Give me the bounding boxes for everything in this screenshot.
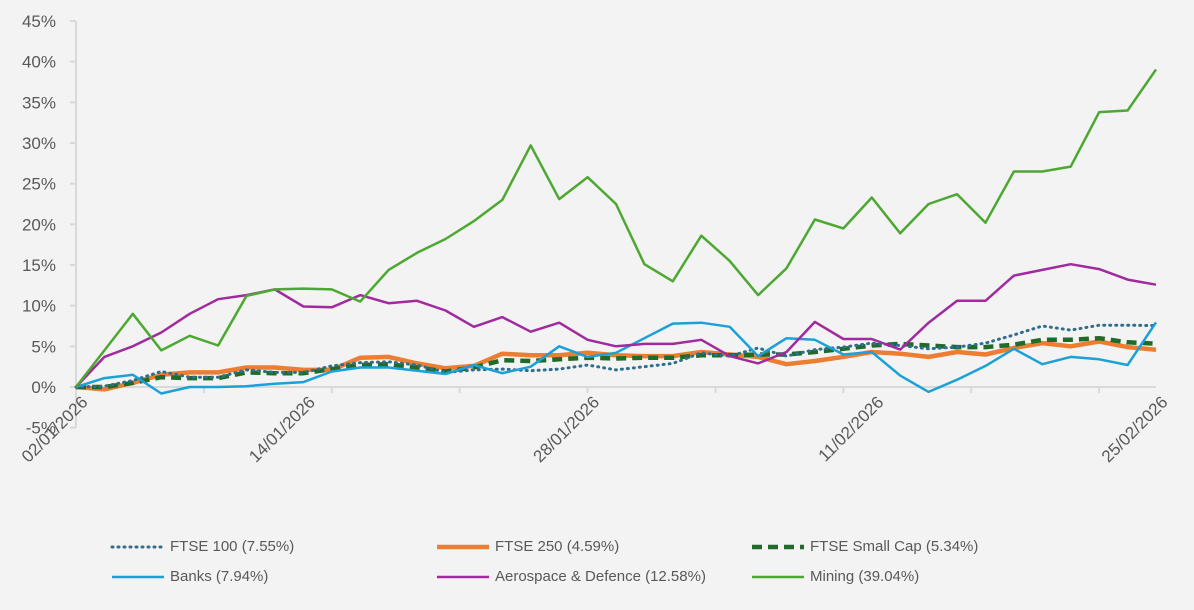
y-tick-label: 40% bbox=[22, 53, 56, 72]
series-layer bbox=[74, 68, 1158, 395]
legend-item: Banks (7.94%) bbox=[110, 568, 268, 585]
legend-item: Aerospace & Defence (12.58%) bbox=[435, 568, 706, 585]
y-tick-label: -5% bbox=[26, 419, 56, 438]
legend-item: Mining (39.04%) bbox=[750, 568, 919, 585]
legend-label: FTSE 100 (7.55%) bbox=[170, 538, 295, 555]
y-tick-label: 45% bbox=[22, 12, 56, 31]
legend-swatch-icon bbox=[752, 575, 804, 578]
y-tick-label: 30% bbox=[22, 134, 56, 153]
series-line-mining bbox=[75, 68, 1158, 388]
legend-swatch-icon bbox=[110, 545, 166, 548]
y-axis: -5% 0% 5% 10% 15% 20% 25% 30% 35% 40% 45% bbox=[22, 12, 77, 438]
legend-swatch-icon bbox=[752, 544, 804, 549]
legend-item: FTSE Small Cap (5.34%) bbox=[750, 538, 978, 555]
x-tick-label: 25/02/2026 bbox=[1098, 393, 1172, 467]
legend-label: Aerospace & Defence (12.58%) bbox=[495, 568, 706, 585]
legend-label: Banks (7.94%) bbox=[170, 568, 269, 585]
legend-label: FTSE 250 (4.59%) bbox=[495, 538, 620, 555]
legend-item: FTSE 100 (7.55%) bbox=[110, 538, 294, 555]
series-line-banks bbox=[75, 321, 1158, 395]
legend-label: FTSE Small Cap (5.34%) bbox=[810, 538, 979, 555]
y-tick-label: 0% bbox=[31, 378, 56, 397]
x-tick-label: 28/01/2026 bbox=[530, 393, 604, 467]
legend-swatch-icon bbox=[112, 575, 164, 578]
series-line-ftse-100 bbox=[74, 323, 1158, 389]
legend-swatch-icon bbox=[437, 544, 489, 549]
y-tick-label: 15% bbox=[22, 256, 56, 275]
series-line-ftse-250 bbox=[75, 339, 1157, 392]
y-tick-label: 10% bbox=[22, 297, 56, 316]
x-tick-label: 14/01/2026 bbox=[245, 393, 319, 467]
y-tick-label: 5% bbox=[31, 337, 56, 356]
y-tick-label: 20% bbox=[22, 215, 56, 234]
legend-swatch-icon bbox=[437, 575, 489, 578]
legend-label: Mining (39.04%) bbox=[810, 568, 920, 585]
x-tick-label: 11/02/2026 bbox=[815, 393, 888, 466]
legend-item: FTSE 250 (4.59%) bbox=[435, 538, 619, 555]
y-tick-label: 35% bbox=[22, 93, 56, 112]
x-axis: 02/01/2026 14/01/2026 28/01/2026 11/02/2026… bbox=[18, 386, 1172, 467]
series-line-ftse-small-cap bbox=[76, 335, 1157, 390]
line-chart: -5%0%5%10%15%20%25%30%35%40%45% 02/01/20… bbox=[18, 12, 1172, 467]
y-tick-label: 25% bbox=[22, 175, 56, 194]
